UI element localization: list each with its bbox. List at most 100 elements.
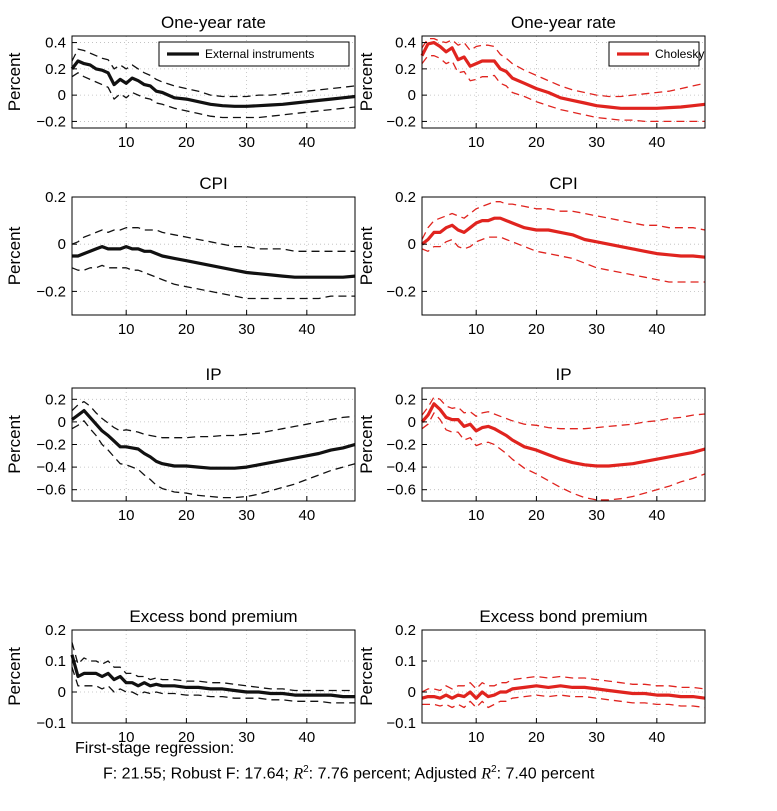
y-tick-label: 0.1	[395, 653, 416, 670]
y-tick-label: −0.2	[386, 113, 416, 130]
y-tick-label: 0.2	[395, 622, 416, 639]
x-tick-label: 10	[118, 507, 135, 524]
x-tick-label: 30	[238, 134, 255, 151]
excess-bond-premium-left-y-axis-label: Percent	[5, 647, 24, 706]
y-tick-label: 0.4	[395, 35, 416, 52]
series-line-lower	[421, 236, 705, 283]
series-line-upper	[421, 396, 706, 430]
y-tick-label: 0.2	[45, 391, 66, 408]
y-tick-label: 0	[408, 236, 416, 253]
x-tick-label: 20	[178, 507, 195, 524]
x-tick-label: 40	[648, 729, 665, 746]
x-tick-label: 20	[178, 134, 195, 151]
one-year-rate-left-panel: −0.2 0 0.2 0.4 10 20 30 40 One-year rate Percent E…	[5, 13, 356, 151]
excess-bond-premium-right-panel: −0.1 0 0.1 0.2 10 20 30 40 Excess bond premium Pe…	[357, 607, 706, 746]
series-line-upper	[421, 675, 706, 693]
x-tick-label: 20	[528, 321, 545, 338]
cpi-left-title: CPI	[199, 174, 227, 193]
x-tick-label: 40	[648, 507, 665, 524]
excess-bond-premium-left-panel: −0.1 0 0.1 0.2 10 20 30 40 Excess bond premium Pe…	[5, 607, 356, 746]
x-tick-label: 20	[178, 321, 195, 338]
y-tick-label: −0.6	[386, 482, 416, 499]
ip-right-title: IP	[555, 365, 571, 384]
series-line-estimate	[72, 245, 356, 279]
y-tick-label: 0	[408, 87, 416, 104]
y-tick-label: 0.2	[395, 391, 416, 408]
y-tick-label: 0	[408, 684, 416, 701]
y-tick-label: 0	[58, 236, 66, 253]
x-tick-label: 10	[118, 321, 135, 338]
y-tick-label: −0.4	[386, 459, 416, 476]
series-line-estimate	[421, 216, 706, 259]
legend-label: External instruments	[205, 47, 314, 61]
x-tick-label: 30	[588, 321, 605, 338]
cpi-left-y-axis-label: Percent	[5, 226, 24, 285]
y-tick-label: −0.1	[36, 715, 66, 732]
footnote-regression-stats: F: 21.55; Robust F: 17.64; R2: 7.76 perc…	[103, 764, 594, 783]
y-tick-label: 0	[58, 414, 66, 431]
one-year-rate-right-y-axis-label: Percent	[357, 52, 376, 111]
x-tick-label: 40	[648, 321, 665, 338]
ip-right-y-axis-label: Percent	[357, 415, 376, 474]
ip-left-y-axis-label: Percent	[5, 415, 24, 474]
series-line-estimate	[421, 684, 706, 700]
series-line-estimate	[71, 409, 356, 470]
excess-bond-premium-right-title: Excess bond premium	[479, 607, 647, 626]
one-year-rate-left-axes-frame	[71, 35, 356, 129]
excess-bond-premium-left-title: Excess bond premium	[129, 607, 297, 626]
x-tick-label: 10	[468, 507, 485, 524]
series-line-lower	[421, 55, 705, 123]
series-line-estimate	[420, 402, 706, 468]
series-line-lower	[421, 412, 706, 501]
y-tick-label: 0.2	[45, 622, 66, 639]
cpi-left-axes-frame	[71, 196, 356, 316]
x-tick-label: 10	[118, 134, 135, 151]
x-tick-label: 30	[238, 729, 255, 746]
x-tick-label: 40	[298, 134, 315, 151]
series-line-lower	[422, 694, 706, 709]
series-line-upper	[71, 400, 356, 439]
series-line-lower	[71, 420, 356, 499]
x-tick-label: 20	[178, 729, 195, 746]
y-tick-label: −0.1	[386, 715, 416, 732]
one-year-rate-left-y-axis-label: Percent	[5, 52, 24, 111]
x-tick-label: 10	[118, 729, 135, 746]
y-tick-label: −0.2	[36, 113, 66, 130]
series-line-lower	[71, 667, 355, 704]
y-tick-label: −0.2	[386, 283, 416, 300]
ip-left-panel: −0.6 −0.4 −0.2 0 0.2 10 20 30 40 IP Percent	[5, 365, 356, 524]
one-year-rate-right-panel: −0.2 0 0.2 0.4 10 20 30 40 One-year rate Percent C…	[357, 13, 706, 151]
y-tick-label: −0.6	[36, 482, 66, 499]
footnote-adj-r2-exponent: 2	[491, 764, 497, 775]
y-tick-label: 0	[58, 684, 66, 701]
series-line-upper	[71, 642, 355, 692]
cpi-left-panel: −0.2 0 0.2 10 20 30 40 CPI Percent	[5, 174, 356, 338]
x-tick-label: 30	[588, 507, 605, 524]
y-tick-label: 0.2	[45, 189, 66, 206]
excess-bond-premium-right-axes-frame	[421, 629, 706, 724]
one-year-rate-right-axes-frame	[421, 35, 706, 129]
one-year-rate-right-title: One-year rate	[511, 13, 616, 32]
y-tick-label: −0.2	[386, 437, 416, 454]
footnote-f-stats: F: 21.55; Robust F: 17.64;	[103, 765, 294, 783]
series-line-estimate	[420, 41, 706, 110]
footnote-r2-exponent: 2	[303, 764, 309, 775]
x-tick-label: 20	[528, 729, 545, 746]
one-year-rate-left-title: One-year rate	[161, 13, 266, 32]
footnote-r2-value: : 7.76 percent; Adjusted	[308, 765, 482, 783]
y-tick-label: −0.2	[36, 437, 66, 454]
one-year-rate-left-legend: External instruments	[158, 41, 350, 67]
series-line-lower	[71, 264, 355, 300]
y-tick-label: 0.1	[45, 653, 66, 670]
x-tick-label: 10	[468, 729, 485, 746]
series-line-estimate	[70, 59, 356, 108]
x-tick-label: 30	[238, 321, 255, 338]
ip-left-title: IP	[205, 365, 221, 384]
y-tick-label: 0.2	[45, 61, 66, 78]
x-tick-label: 30	[588, 729, 605, 746]
y-tick-label: 0	[58, 87, 66, 104]
series-line-upper	[421, 37, 706, 98]
x-tick-label: 30	[588, 134, 605, 151]
series-line-upper	[421, 201, 706, 240]
x-tick-label: 20	[528, 507, 545, 524]
